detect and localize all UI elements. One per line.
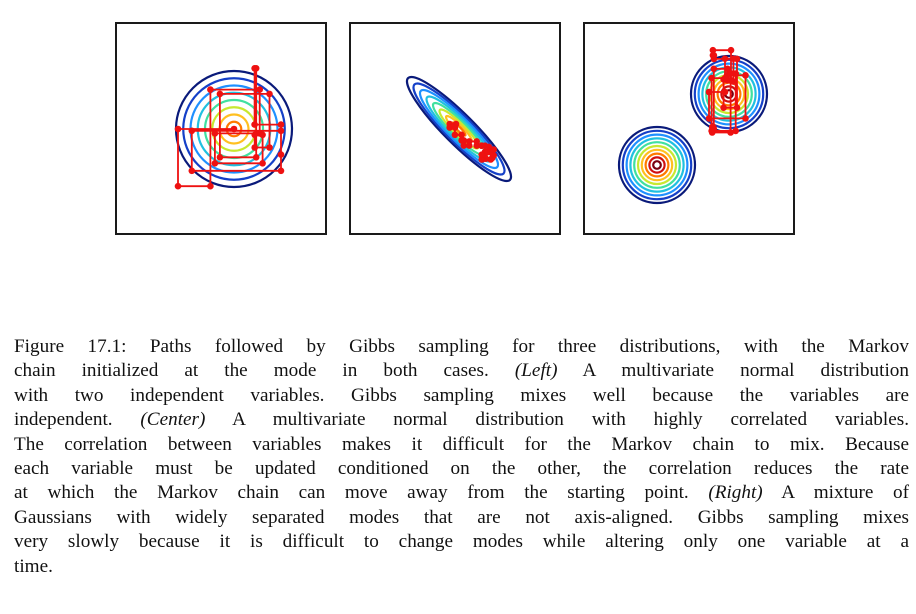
gibbs-sample-point [730,55,737,62]
caption-panel-tag: (Left) [514,360,558,382]
gibbs-sample-point [732,127,739,135]
gibbs-sample-point [277,151,285,158]
caption-line: Gaussians with widely separated modes th… [14,506,909,528]
figure-caption: Figure 17.1: Paths followed by Gibbs sam… [14,335,909,579]
gibbs-sample-point [727,129,734,136]
density-contour [648,156,666,174]
gibbs-sample-point [256,86,263,93]
gibbs-sample-point [724,65,731,73]
caption-line: at which the Markov chain can move away … [14,481,909,505]
caption-panel-tag: (Center) [140,409,206,431]
gibbs-sample-point [174,182,182,190]
gibbs-sample-point [216,90,224,98]
gibbs-sample-point [251,65,258,72]
density-contour [418,88,500,170]
gibbs-sample-point [230,125,238,133]
caption-line: with two independent variables. Gibbs sa… [14,384,909,406]
gibbs-sample-point [216,154,224,161]
gibbs-sample-point [251,144,258,151]
caption-text: A multivariate normal distribution with … [232,409,909,431]
gibbs-sample-point [446,124,453,131]
gibbs-sample-point [259,160,266,167]
gibbs-sample-point [458,131,465,139]
caption-text: chain initialized at the mode in both ca… [14,360,489,382]
gibbs-sample-point [709,52,717,59]
density-contour [625,133,689,197]
gibbs-sample-point [266,90,273,98]
figure-panel-right [583,22,795,235]
caption-text: independent. [14,409,113,431]
gibbs-sample-point [188,167,196,175]
gibbs-sample-point [732,70,739,77]
gibbs-sample-point [211,160,219,167]
caption-line: very slowly because it is difficult to c… [14,531,909,553]
gibbs-sample-point [259,131,266,139]
gibbs-sample-point [277,127,285,135]
density-contour [636,144,678,186]
gibbs-sample-point [721,74,729,82]
gibbs-sample-point [721,55,729,62]
figure-panel-center [349,22,561,235]
caption-line: each variable must be updated conditione… [14,458,909,480]
gibbs-correlated-gaussian-plot [405,75,513,183]
gibbs-sample-point [730,78,737,85]
gibbs-sample-point [708,127,715,135]
gibbs-sample-point [211,130,219,137]
gibbs-sample-point [721,88,729,96]
gibbs-sample-point [710,65,718,73]
gibbs-sample-point [266,144,273,151]
caption-text: at which the Markov chain can move away … [14,482,689,504]
gibbs-sample-point [251,121,258,128]
density-contour [644,152,670,178]
density-contour [405,75,513,183]
caption-text: A multivariate normal distribution [582,360,909,382]
gibbs-sample-point [705,88,713,96]
gibbs-sample-point [465,138,473,145]
density-contour [617,125,697,205]
gibbs-gaussian-mixture-plot [617,46,769,205]
gibbs-sample-point [488,149,496,157]
caption-line: time. [14,555,53,577]
gibbs-sample-point [727,46,735,54]
caption-panel-tag: (Right) [708,482,763,504]
gibbs-sample-point [460,142,468,149]
gibbs-sample-point [733,104,741,111]
caption-line: The correlation between variables makes … [14,433,909,455]
gibbs-sample-point [277,167,285,175]
gibbs-sample-point [174,125,182,133]
gibbs-sample-point [742,115,749,122]
gibbs-sample-point [478,156,485,163]
gibbs-sample-point [277,121,285,128]
gibbs-sample-point [705,115,713,122]
gibbs-sample-point [473,142,480,149]
gibbs-sample-point [252,154,260,161]
gibbs-sample-point [742,72,749,79]
density-contour [621,129,693,201]
density-contour [633,141,681,189]
gibbs-sample-point [451,131,459,139]
density-contour [697,62,761,126]
gibbs-sample-point [451,124,459,131]
gibbs-independent-gaussian-plot [174,65,294,190]
gibbs-sample-point [207,86,214,93]
gibbs-sample-point [708,74,715,82]
gibbs-sample-point [488,154,496,162]
gibbs-sample-point [720,104,727,111]
density-contour [640,148,674,182]
gibbs-sample-point [478,151,485,158]
caption-text: A mixture of [781,482,910,504]
gibbs-sample-point [188,127,196,135]
caption-line: independent. (Center) A multivariate nor… [14,408,909,432]
caption-line: chain initialized at the mode in both ca… [14,359,909,383]
gibbs-sample-point [207,182,214,190]
gibbs-sample-point [709,46,717,54]
caption-line: Figure 17.1: Paths followed by Gibbs sam… [14,336,909,357]
gibbs-sample-point [727,70,734,77]
density-contour [412,82,506,176]
gibbs-sample-point [460,137,468,144]
density-contour [652,160,662,170]
figure-panel-left [115,22,327,235]
gibbs-sample-point [251,131,258,139]
density-contour [629,137,685,193]
